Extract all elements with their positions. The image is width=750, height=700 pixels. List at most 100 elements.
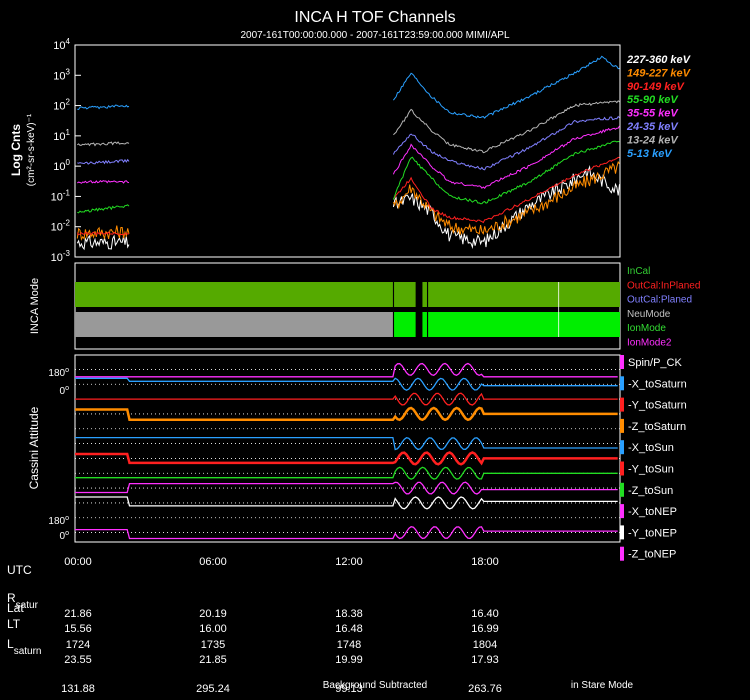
attitude-legend-swatch-3 [620,418,624,433]
tof-ylabel-units: (cm²-sr-s-keV)⁻¹ [26,113,37,186]
series-line-6 [76,100,620,154]
time-axis-table: 00:00 06:00 12:00 18:00 UTC Rsatur 21.86 20.19 1… [7,556,502,695]
tof-panel-frame [74,44,621,258]
mode-legend-0: InCal [627,266,650,277]
mode-legend-1: OutCal:InPlaned [627,280,700,291]
time-tick-3: 18:00 [471,556,499,568]
chart-title: INCA H TOF Channels [294,9,455,26]
attitude-line-9 [75,526,618,540]
attitude-legend-0: Spin/P_CK [628,357,682,369]
mode-segment-1-1 [394,312,416,337]
time-row-2-value-3: 16.99 [471,623,499,635]
mode-segment-1-3 [428,312,620,337]
y-tick-label-3: 101 [53,128,70,143]
time-tick-0: 00:00 [64,556,92,568]
time-row-1-value-1: 20.19 [199,608,227,620]
attitude-legend-2: -Y_toSaturn [628,400,687,412]
attitude-legend-7: -X_toNEP [628,506,677,518]
mode-segment-0-0 [75,282,393,307]
series-line-3 [77,140,620,214]
legend-entry-7: 5-13 keV [627,148,673,160]
mode-legend-5: IonMode2 [627,338,672,349]
time-row-1-value-3: 16.40 [471,608,499,620]
attitude-legend-9: -Z_toNEP [628,549,676,561]
time-row-3-value-3: 1804 [473,639,497,651]
time-row-2-value-0: 15.56 [64,623,92,635]
attitude-legend-swatch-5 [620,461,624,476]
time-row-4-value-0: 23.55 [64,654,92,666]
tof-ylabel: Log Cnts [9,124,23,176]
attitude-legend-8: -Y_toNEP [628,527,677,539]
attitude-legend-5: -Y_toSun [628,464,674,476]
time-row-5-value-2: 99.13 [335,683,363,695]
time-row-label-3: LT [7,617,21,631]
time-row-4-value-1: 21.85 [199,654,227,666]
chart-subtitle: 2007-161T00:00:00.000 - 2007-161T23:59:0… [240,30,510,41]
series-line-2 [76,156,620,236]
time-row-label-4: Lsaturn [7,637,41,657]
time-row-5-value-0: 131.88 [61,683,95,695]
att-tick-bottom-0: 180o [48,515,69,527]
attitude-ylabel: Cassini Attitude [27,406,41,489]
time-row-5-value-1: 295.24 [196,683,230,695]
mode-segment-0-1 [394,282,416,307]
attitude-line-5 [75,451,618,466]
mode-segment-1-0 [75,312,393,337]
legend-entry-3: 55-90 keV [627,94,679,106]
mode-segment-0-2 [422,282,427,307]
attitude-legend-swatch-6 [620,482,624,497]
attitude-line-3 [75,406,618,422]
attitude-line-4 [75,436,618,451]
footer-background-note: Background Subtracted [323,680,428,691]
tof-plot: 104 103 102 101 100 10-1 10-2 10-3 227-360 keV14… [51,37,692,264]
mode-segment-0-3 [428,282,620,307]
y-tick-label-5: 10-1 [51,188,71,203]
attitude-line-7 [75,481,618,495]
y-tick-label-7: 10-3 [51,249,71,264]
legend-entry-1: 149-227 keV [627,67,692,79]
mode-legend-4: IonMode [627,323,666,334]
attitude-legend-6: -Z_toSun [628,485,673,497]
mode-plot: InCal OutCal:InPlaned OutCal:Planed NeuMode… [75,266,700,349]
attitude-plot: 180o 0o 180o 0o Spin/P_CK -X_toSaturn -Y_toSat… [48,355,687,561]
att-tick-top-1: 0o [60,385,70,397]
footer-stare-note: in Stare Mode [571,680,634,691]
attitude-legend-swatch-7 [620,504,624,519]
attitude-legend-swatch-1 [620,376,624,391]
attitude-legend-swatch-2 [620,397,624,412]
legend-entry-5: 24-35 keV [626,121,679,133]
time-row-3-value-1: 1735 [201,639,225,651]
attitude-legend-swatch-8 [620,525,624,540]
time-row-1-value-0: 21.86 [64,608,92,620]
attitude-legend-swatch-9 [620,546,624,561]
attitude-line-0 [75,362,618,378]
att-tick-top-0: 180o [48,367,69,379]
legend-entry-0: 227-360 keV [626,54,692,66]
mode-ylabel: INCA Mode [29,278,41,334]
attitude-legend-swatch-4 [620,440,624,455]
attitude-legend-3: -Z_toSaturn [628,421,686,433]
legend-entry-6: 13-24 keV [627,134,679,146]
time-row-3-value-2: 1748 [337,639,361,651]
legend-entry-4: 35-55 keV [627,108,679,120]
time-row-label-0: UTC [7,563,32,577]
time-row-1-value-2: 18.38 [335,608,363,620]
series-line-5 [77,115,620,171]
mode-legend-2: OutCal:Planed [627,295,692,306]
y-tick-label-6: 10-2 [51,219,71,234]
attitude-line-2 [75,392,618,406]
y-tick-label-2: 102 [53,98,70,113]
time-tick-2: 12:00 [335,556,363,568]
mode-segment-1-2 [422,312,427,337]
attitude-legend-4: -X_toSun [628,442,674,454]
y-tick-label-4: 100 [53,158,70,173]
attitude-legend-swatch-0 [620,355,624,369]
series-line-4 [77,125,620,189]
time-row-2-value-1: 16.00 [199,623,227,635]
mode-legend-3: NeuMode [627,309,671,320]
series-line-7 [77,55,620,119]
attitude-legend-1: -X_toSaturn [628,378,687,390]
time-tick-1: 06:00 [199,556,227,568]
time-row-5-value-3: 263.76 [468,683,502,695]
series-line-1 [76,160,620,241]
